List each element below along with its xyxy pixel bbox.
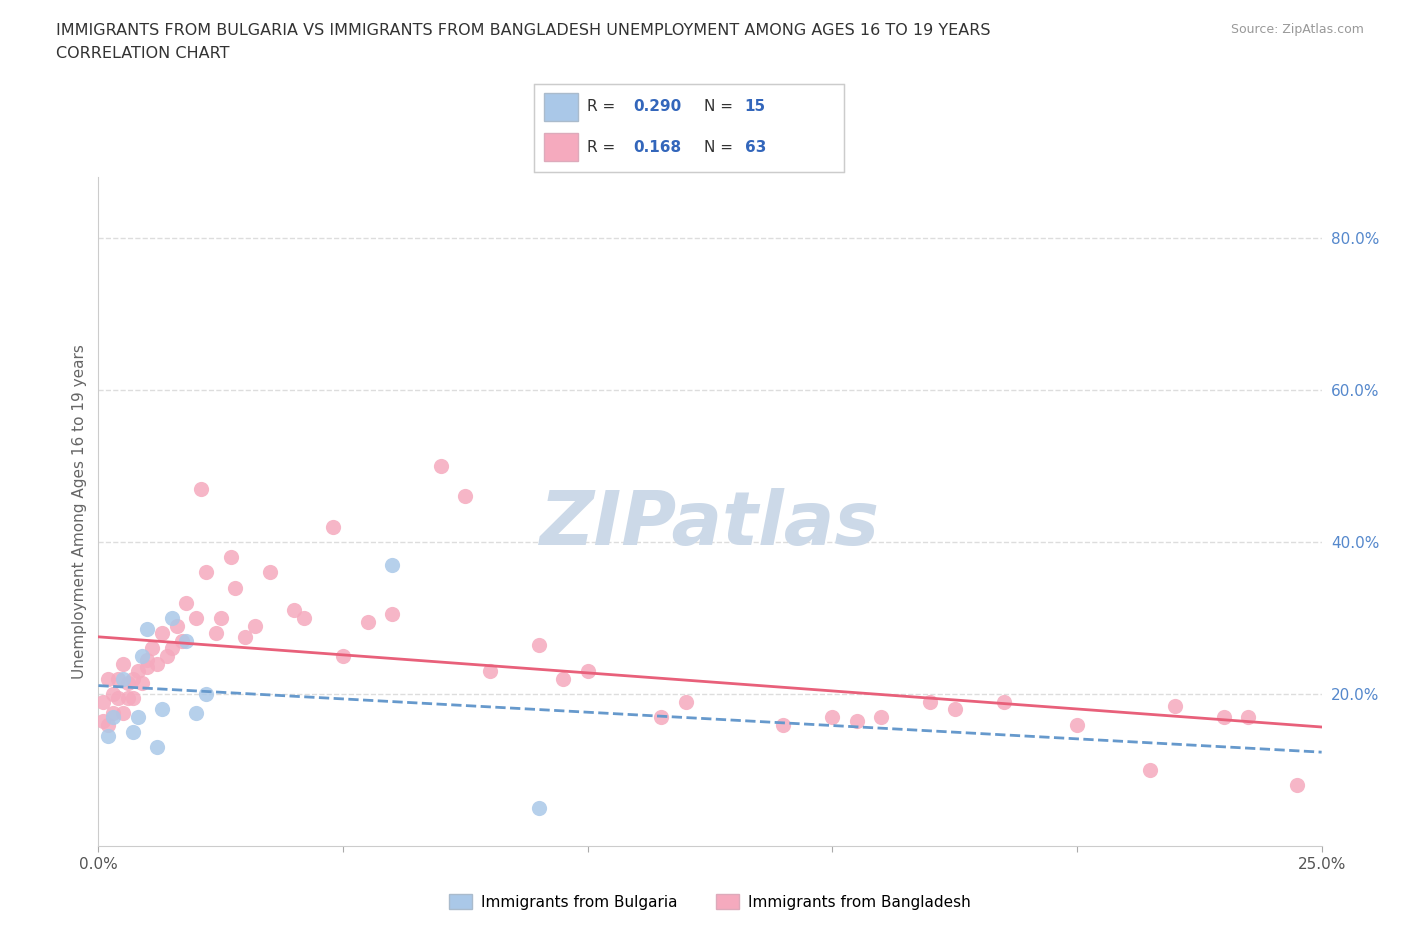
Point xyxy=(772,717,794,732)
Point xyxy=(205,626,228,641)
Point xyxy=(478,664,501,679)
Text: R =: R = xyxy=(586,100,620,114)
Text: 63: 63 xyxy=(745,140,766,154)
Text: CORRELATION CHART: CORRELATION CHART xyxy=(56,46,229,61)
Point xyxy=(292,611,315,626)
Point xyxy=(170,633,193,648)
Point xyxy=(1237,710,1260,724)
Y-axis label: Unemployment Among Ages 16 to 19 years: Unemployment Among Ages 16 to 19 years xyxy=(72,344,87,679)
Point xyxy=(136,660,159,675)
Point xyxy=(356,615,378,630)
Point xyxy=(1164,698,1187,713)
Point xyxy=(527,637,550,652)
Point xyxy=(101,710,124,724)
Point xyxy=(150,626,173,641)
Point xyxy=(101,706,124,721)
Text: Source: ZipAtlas.com: Source: ZipAtlas.com xyxy=(1230,23,1364,36)
Point xyxy=(322,519,344,534)
Point xyxy=(1139,763,1161,777)
Point xyxy=(121,690,143,705)
Point xyxy=(1212,710,1234,724)
Point xyxy=(97,717,120,732)
Point xyxy=(121,724,143,739)
Text: IMMIGRANTS FROM BULGARIA VS IMMIGRANTS FROM BANGLADESH UNEMPLOYMENT AMONG AGES 1: IMMIGRANTS FROM BULGARIA VS IMMIGRANTS F… xyxy=(56,23,991,38)
Point xyxy=(176,633,198,648)
Point xyxy=(195,686,218,701)
Point xyxy=(186,706,208,721)
Point xyxy=(454,489,477,504)
FancyBboxPatch shape xyxy=(544,133,578,162)
Point xyxy=(117,675,139,690)
Point xyxy=(166,618,188,633)
Point xyxy=(146,657,169,671)
Point xyxy=(111,706,134,721)
Point xyxy=(136,653,159,668)
Legend: Immigrants from Bulgaria, Immigrants from Bangladesh: Immigrants from Bulgaria, Immigrants fro… xyxy=(443,887,977,916)
Point xyxy=(101,686,124,701)
Point xyxy=(224,580,246,595)
Point xyxy=(943,702,966,717)
Point xyxy=(136,622,159,637)
Point xyxy=(1286,778,1309,793)
Point xyxy=(186,611,208,626)
Point xyxy=(243,618,266,633)
Text: 0.290: 0.290 xyxy=(633,100,682,114)
Point xyxy=(160,641,183,656)
Point xyxy=(283,603,305,618)
Point xyxy=(675,695,697,710)
Point xyxy=(156,648,179,663)
Point xyxy=(111,657,134,671)
Point xyxy=(430,458,453,473)
Point xyxy=(332,648,354,663)
Point xyxy=(107,690,129,705)
Point xyxy=(1066,717,1088,732)
Text: N =: N = xyxy=(704,100,738,114)
Point xyxy=(219,550,242,565)
Point xyxy=(160,611,183,626)
Point xyxy=(381,606,404,621)
Point xyxy=(195,565,218,579)
Point xyxy=(131,648,153,663)
Point xyxy=(107,671,129,686)
Point xyxy=(97,671,120,686)
Point xyxy=(141,641,163,656)
Point xyxy=(576,664,599,679)
Point xyxy=(97,728,120,743)
Point xyxy=(209,611,232,626)
Point xyxy=(650,710,672,724)
Point xyxy=(553,671,575,686)
Point xyxy=(870,710,893,724)
Text: 0.168: 0.168 xyxy=(633,140,682,154)
Point xyxy=(150,702,173,717)
Point xyxy=(121,671,143,686)
Point xyxy=(845,713,868,728)
Point xyxy=(131,675,153,690)
Point xyxy=(821,710,844,724)
Point xyxy=(259,565,281,579)
Text: R =: R = xyxy=(586,140,620,154)
Point xyxy=(920,695,942,710)
FancyBboxPatch shape xyxy=(544,93,578,121)
Point xyxy=(117,690,139,705)
Point xyxy=(176,595,198,610)
Point xyxy=(233,630,256,644)
Point xyxy=(381,557,404,572)
Point xyxy=(91,695,114,710)
Text: ZIPatlas: ZIPatlas xyxy=(540,488,880,562)
Text: 15: 15 xyxy=(745,100,766,114)
Point xyxy=(190,481,212,496)
Text: N =: N = xyxy=(704,140,738,154)
Point xyxy=(91,713,114,728)
Point xyxy=(993,695,1015,710)
Point xyxy=(111,671,134,686)
Point xyxy=(146,740,169,755)
Point xyxy=(127,664,149,679)
Point xyxy=(127,710,149,724)
Point xyxy=(527,801,550,816)
